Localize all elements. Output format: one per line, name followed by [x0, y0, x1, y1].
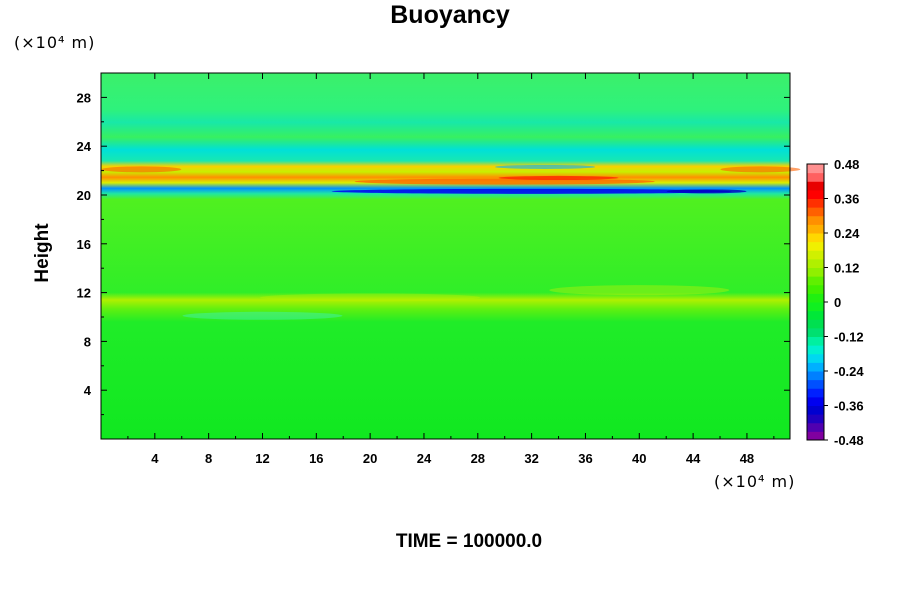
y-axis-unit: (×10⁴ m) — [14, 33, 95, 52]
x-tick-label: 40 — [632, 451, 646, 466]
x-tick-label: 4 — [151, 451, 159, 466]
warm-right-edge — [720, 166, 801, 173]
colorbar-swatch — [807, 198, 824, 208]
chart-title: Buoyancy — [390, 1, 510, 29]
colorbar-swatch — [807, 353, 824, 363]
y-tick-label: 16 — [77, 237, 91, 252]
colorbar-swatch — [807, 172, 824, 182]
colorbar-swatch — [807, 414, 824, 424]
colorbar-swatch — [807, 215, 824, 225]
x-axis: 4 8 12 16 20 24 28 32 36 40 44 48 — [127, 73, 775, 466]
y-tick-label: 4 — [84, 383, 92, 398]
colorbar-swatch — [807, 319, 824, 329]
cool-patch-lower — [182, 311, 343, 320]
warm-left-edge — [101, 166, 182, 173]
colorbar-swatch — [807, 250, 824, 260]
warm-patch-left — [260, 293, 481, 302]
colorbar-swatch — [807, 422, 824, 432]
colorbar-tick-label: 0.12 — [834, 261, 859, 276]
y-tick-label: 20 — [77, 188, 91, 203]
x-tick-label: 20 — [363, 451, 377, 466]
y-axis: 4 8 12 16 20 24 28 — [77, 90, 790, 416]
colorbar-swatch — [807, 396, 824, 406]
colorbar-tick-label: 0.48 — [834, 157, 859, 172]
buoyancy-field — [101, 73, 790, 439]
cold-upper-patch — [495, 164, 596, 169]
colorbar-tick-label: -0.24 — [834, 364, 864, 379]
x-unit-text: (×10⁴ m) — [714, 472, 796, 491]
colorbar-swatch — [807, 164, 824, 174]
x-tick-label: 12 — [255, 451, 269, 466]
colorbar-swatch — [807, 258, 824, 268]
colorbar-tick-label: 0.36 — [834, 192, 859, 207]
colorbar-swatch — [807, 345, 824, 355]
y-unit-text: (×10⁴ m) — [14, 33, 96, 52]
x-tick-label: 8 — [205, 451, 212, 466]
colorbar-swatch — [807, 371, 824, 381]
colorbar-swatch — [807, 233, 824, 243]
colorbar-swatch — [807, 310, 824, 320]
x-tick-label: 48 — [740, 451, 754, 466]
x-axis-unit: (×10⁴ m) — [714, 472, 795, 491]
plot-area — [101, 73, 790, 439]
x-tick-label: 36 — [578, 451, 592, 466]
colorbar-swatch — [807, 241, 824, 251]
cold-maximum — [666, 189, 747, 194]
x-tick-label: 32 — [524, 451, 538, 466]
colorbar-tick-label: -0.12 — [834, 330, 864, 345]
colorbar-swatch — [807, 302, 824, 312]
y-tick-label: 28 — [77, 90, 91, 105]
colorbar-swatch — [807, 362, 824, 372]
colorbar-swatch — [807, 293, 824, 303]
colorbar-swatch — [807, 189, 824, 199]
x-tick-label: 28 — [471, 451, 485, 466]
colorbar-swatch — [807, 336, 824, 346]
y-tick-label: 8 — [84, 334, 91, 349]
time-label: TIME = 100000.0 — [395, 531, 543, 552]
colorbar-tick-label: -0.48 — [834, 433, 864, 448]
colorbar-tick-label: 0 — [834, 295, 841, 310]
colorbar-tick-label: -0.36 — [834, 399, 864, 414]
colorbar-swatch — [807, 327, 824, 337]
colorbar-swatch — [807, 388, 824, 398]
x-tick-label: 16 — [309, 451, 323, 466]
x-tick-label: 44 — [686, 451, 701, 466]
colorbar-swatch — [807, 276, 824, 286]
colorbar-swatch — [807, 181, 824, 191]
x-tick-label: 24 — [417, 451, 432, 466]
colorbar-swatch — [807, 284, 824, 294]
colorbar-swatch — [807, 431, 824, 441]
colorbar-tick-label: 0.24 — [834, 226, 860, 241]
field-features — [101, 164, 801, 320]
colorbar-swatch — [807, 267, 824, 277]
warm-maximum — [498, 175, 619, 180]
cold-core — [331, 188, 732, 194]
warm-patch-right — [549, 285, 730, 296]
colorbar-swatch — [807, 224, 824, 234]
plot-frame — [100, 72, 791, 440]
colorbar-swatch — [807, 207, 824, 217]
colorbar-swatch — [807, 379, 824, 389]
y-tick-label: 12 — [77, 286, 91, 301]
y-tick-label: 24 — [77, 139, 92, 154]
colorbar-swatch — [807, 405, 824, 415]
colorbar: 0.48 0.36 0.24 0.12 0 -0.12 -0.24 -0.36 -0.48 — [806, 157, 864, 448]
warm-core — [354, 178, 655, 185]
